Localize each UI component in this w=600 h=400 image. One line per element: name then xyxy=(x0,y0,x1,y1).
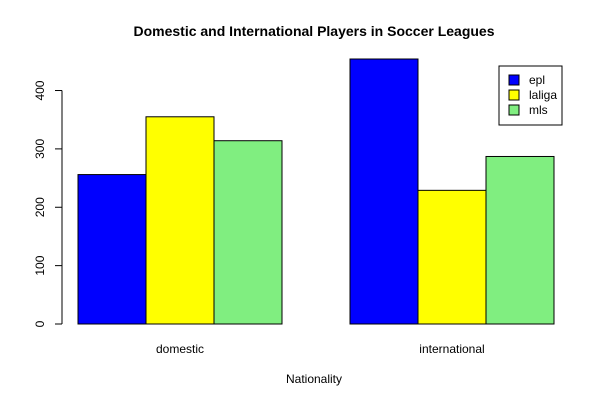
legend-swatch-laliga xyxy=(508,89,520,101)
y-tick-label: 100 xyxy=(33,255,47,275)
y-tick-label: 0 xyxy=(33,320,47,327)
legend-label-mls: mls xyxy=(529,103,548,117)
x-category-label: domestic xyxy=(156,342,204,356)
y-tick-label: 300 xyxy=(33,139,47,159)
bar-laliga-international xyxy=(417,189,487,325)
bar-laliga-domestic xyxy=(145,116,215,325)
y-tick-label: 200 xyxy=(33,197,47,217)
legend-swatch-mls xyxy=(508,104,520,116)
legend-label-laliga: laliga xyxy=(529,88,557,102)
legend-swatch-epl xyxy=(508,74,520,86)
bar-mls-domestic xyxy=(213,140,283,325)
chart-title: Domestic and International Players in So… xyxy=(133,23,494,39)
x-axis-labels: domestic international xyxy=(156,342,485,356)
bar-epl-domestic xyxy=(77,174,147,325)
y-axis: 0 100 200 300 400 xyxy=(33,80,63,327)
x-category-label: international xyxy=(419,342,484,356)
legend-label-epl: epl xyxy=(529,73,545,87)
bars xyxy=(77,58,555,325)
y-tick-label: 400 xyxy=(33,80,47,100)
bar-epl-international xyxy=(349,58,419,325)
bar-mls-international xyxy=(485,155,555,325)
x-axis-label: Nationality xyxy=(286,372,342,386)
